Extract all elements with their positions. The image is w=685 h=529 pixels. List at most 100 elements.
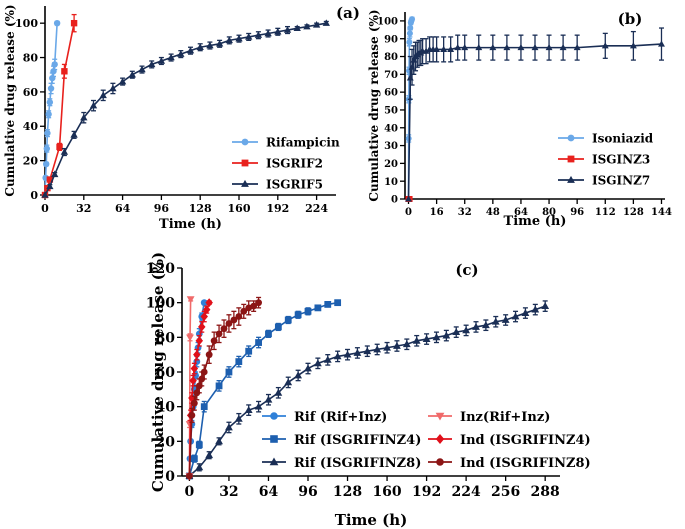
series-line (188, 301, 338, 477)
data-point (343, 350, 352, 358)
chart-panel-b: 0 16 32 48 64 80 96 112 128 144 0 10 20 30 40 50 60 70 80 9… (367, 9, 672, 229)
data-point (51, 170, 59, 178)
y-tick-label: 60 (156, 365, 176, 381)
data-point (314, 304, 322, 312)
data-point (284, 378, 293, 386)
data-point (402, 340, 411, 348)
y-tick-label: 20 (384, 159, 398, 170)
data-point (210, 337, 218, 345)
data-point (157, 57, 166, 64)
data-point (433, 45, 441, 52)
data-point (304, 307, 312, 315)
data-point (193, 350, 201, 360)
data-point (189, 376, 197, 386)
data-point (274, 27, 282, 35)
chart-panel-c: 0 32 64 96 128 160 192 224 256 288 0 20 40 60 80 100 120… (146, 252, 591, 529)
legend-label: Rif (ISGRIFINZ8) (294, 456, 421, 471)
legend-label: Inz(Rif+Inz) (460, 410, 550, 425)
data-point (304, 364, 312, 372)
y-tick-label: 60 (384, 88, 398, 99)
data-point (43, 160, 50, 168)
legend-label: ISGRIF2 (266, 157, 323, 171)
data-point (406, 74, 414, 81)
legend-swatch-marker (436, 458, 444, 466)
panel-label: (a) (336, 4, 360, 22)
data-point (284, 316, 292, 324)
x-tick-label: 144 (651, 207, 672, 218)
y-tick-label: 50 (384, 106, 398, 117)
data-point (245, 33, 253, 40)
x-tick-label: 160 (228, 202, 251, 215)
y-tick-label: 20 (23, 155, 39, 168)
data-point (265, 330, 272, 338)
legend-label: Isoniazid (592, 132, 654, 146)
data-point (254, 402, 263, 410)
series-rif-isgrifinz8 (185, 300, 550, 479)
data-point (195, 441, 203, 449)
data-point (294, 371, 303, 379)
data-point (363, 347, 372, 355)
data-point (472, 322, 480, 330)
x-tick-label: 64 (514, 207, 528, 218)
data-point (240, 307, 248, 315)
data-point (186, 296, 195, 304)
y-tick-label: 90 (384, 34, 398, 45)
data-point (41, 191, 49, 198)
data-point (186, 46, 195, 54)
data-point (245, 347, 253, 355)
data-point (195, 463, 204, 471)
data-point (541, 302, 550, 310)
data-point (53, 19, 61, 27)
x-tick-label: 64 (259, 484, 279, 500)
data-point (80, 113, 88, 121)
x-tick-label: 0 (41, 202, 49, 215)
data-point (407, 25, 414, 32)
data-point (447, 45, 455, 52)
data-point (70, 131, 78, 138)
data-point (128, 70, 136, 78)
data-point (334, 299, 342, 307)
legend-label: ISGINZ3 (592, 153, 650, 167)
y-tick-label: 10 (384, 177, 398, 188)
data-point (333, 352, 342, 360)
data-point (225, 36, 233, 44)
x-tick-label: 0 (185, 484, 195, 500)
data-point (422, 334, 431, 342)
data-point (531, 44, 539, 51)
series-ind-isgrifinz8 (186, 296, 262, 480)
legend-label: ISGRIF5 (266, 178, 323, 192)
data-point (47, 85, 55, 92)
legend-swatch-marker (567, 134, 575, 142)
y-tick-label: 80 (156, 330, 176, 346)
y-tick-label: 0 (391, 195, 398, 206)
data-point (442, 331, 451, 339)
data-point (294, 311, 302, 319)
data-point (46, 99, 54, 106)
y-tick-label: 0 (30, 189, 38, 202)
data-point (198, 322, 206, 332)
data-point (215, 330, 223, 338)
data-point (658, 40, 665, 47)
legend: Rif (Rif+Inz) Rif (ISGRIFINZ4) Rif (ISGRIF… (262, 410, 591, 471)
data-point (481, 321, 490, 329)
data-point (190, 455, 198, 463)
data-point (206, 41, 214, 49)
y-tick-label: 80 (384, 52, 398, 63)
x-tick-label: 224 (305, 202, 328, 215)
data-point (60, 148, 69, 155)
y-tick-label: 40 (156, 400, 176, 416)
data-point (46, 176, 54, 183)
data-point (545, 44, 553, 51)
data-point (274, 323, 282, 331)
data-point (406, 39, 413, 46)
data-point (200, 368, 208, 376)
data-point (255, 339, 262, 346)
x-tick-label: 224 (452, 484, 481, 500)
data-point (215, 382, 223, 390)
data-point (148, 60, 156, 68)
series-line (188, 305, 546, 477)
x-tick-label: 32 (219, 484, 238, 500)
legend: Isoniazid ISGINZ3 ISGINZ7 (558, 132, 654, 188)
data-point (313, 359, 322, 367)
